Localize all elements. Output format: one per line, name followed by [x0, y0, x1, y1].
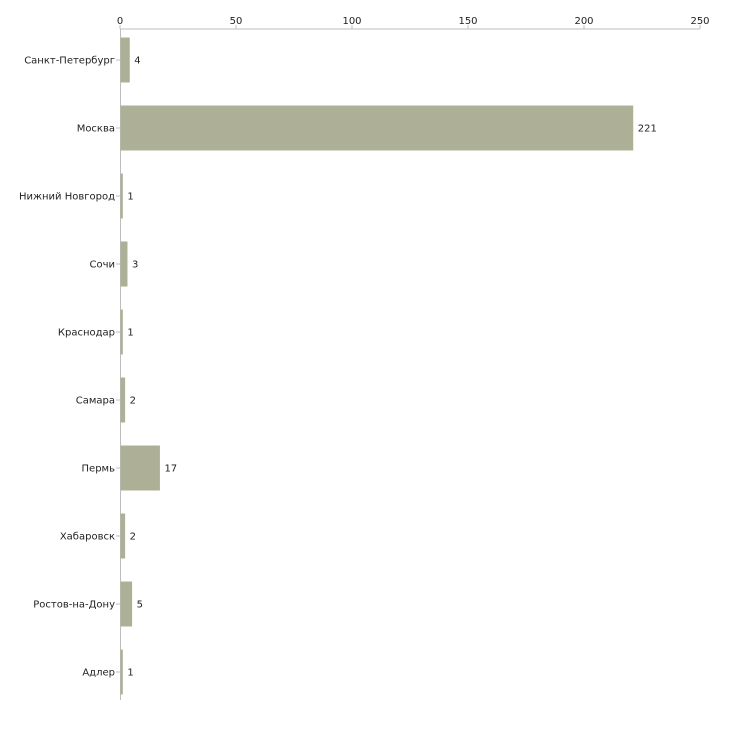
category-label: Пермь	[82, 464, 116, 475]
value-label: 17	[164, 464, 177, 475]
bar	[120, 241, 128, 287]
value-label: 1	[127, 192, 133, 203]
x-tick-label: 0	[117, 16, 123, 27]
bar	[120, 513, 126, 559]
bar	[120, 581, 133, 627]
value-label: 1	[127, 668, 133, 679]
category-label: Краснодар	[58, 328, 115, 339]
category-label: Хабаровск	[60, 532, 115, 543]
category-label: Адлер	[82, 668, 115, 679]
category-label: Москва	[77, 124, 115, 135]
bar	[120, 309, 123, 355]
value-label: 2	[130, 396, 136, 407]
bar	[120, 105, 634, 151]
bar	[120, 37, 130, 83]
category-label: Самара	[76, 396, 115, 407]
x-tick-label: 200	[574, 16, 593, 27]
bar	[120, 445, 160, 491]
value-label: 1	[127, 328, 133, 339]
value-label: 2	[130, 532, 136, 543]
category-label: Санкт-Петербург	[24, 56, 115, 67]
x-tick-label: 150	[458, 16, 477, 27]
value-label: 221	[638, 124, 657, 135]
x-tick-label: 100	[342, 16, 361, 27]
value-label: 4	[134, 56, 140, 67]
x-tick-label: 250	[690, 16, 709, 27]
category-label: Сочи	[89, 260, 115, 271]
bars	[120, 37, 634, 695]
bar	[120, 173, 123, 219]
bar	[120, 377, 126, 423]
x-tick-label: 50	[230, 16, 243, 27]
category-label: Ростов-на-Дону	[33, 600, 115, 611]
value-label: 5	[137, 600, 143, 611]
category-label: Нижний Новгород	[19, 192, 115, 203]
value-label: 3	[132, 260, 138, 271]
bar	[120, 649, 123, 695]
